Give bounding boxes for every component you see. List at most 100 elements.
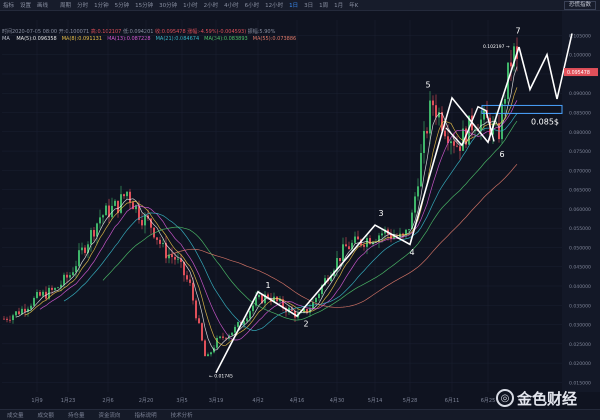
candle-body — [153, 227, 155, 238]
jinse-logo: ◎ 金色财经 — [496, 386, 592, 410]
candle-body — [411, 212, 413, 229]
candle-body — [192, 282, 194, 301]
candle-body — [447, 136, 449, 144]
info-close: 收:0.095478 — [155, 29, 186, 35]
candle-body — [405, 229, 407, 236]
candle-body — [420, 152, 422, 187]
toolbar-item-11[interactable]: 4小时 — [224, 3, 239, 9]
candle-body — [75, 266, 77, 273]
candle-body — [111, 205, 113, 218]
chart-toolbar: 指标 设置 画线 周期 分时 1分钟 5分钟 15分钟 30分钟 1小时 2小时 4小时 6小时 12小时… — [0, 0, 600, 11]
candle-body — [300, 312, 302, 314]
candle-body — [90, 230, 92, 245]
toolbar-item-15[interactable]: 3日 — [304, 3, 314, 9]
wave-number-1: 1 — [265, 281, 270, 290]
candle-body — [6, 318, 8, 320]
toolbar-item-2[interactable]: 画线 — [37, 3, 49, 9]
info-low: 低:0.094201 — [122, 29, 154, 35]
candle-body — [339, 257, 341, 262]
candle-body — [252, 305, 254, 312]
jinse-logo-icon: ◎ — [496, 389, 514, 407]
candle-body — [141, 220, 143, 226]
candle-body — [219, 336, 221, 338]
candle-body — [453, 141, 455, 146]
ma-value-5: MA(55):0.073886 — [252, 36, 297, 42]
candle-body — [114, 200, 116, 206]
ma-line-5 — [15, 66, 518, 351]
toolbar-item-6[interactable]: 5分钟 — [114, 3, 130, 9]
toolbar-item-13[interactable]: 12小时 — [265, 3, 284, 9]
candle-body — [483, 110, 485, 120]
y-tick-label: 0.015000 — [569, 380, 591, 386]
candle-body — [249, 311, 251, 319]
last-price-tag — [564, 68, 598, 77]
ma-value-2: MA(13):0.087228 — [107, 36, 151, 42]
logo-text: 金色财经 — [517, 389, 578, 408]
candle-body — [129, 191, 131, 203]
indicator-tab-0[interactable]: 成交量 — [7, 413, 24, 419]
toolbar-item-17[interactable]: 1月 — [334, 3, 344, 9]
candle-body — [459, 146, 461, 151]
candle-body — [132, 202, 134, 210]
candle-body — [456, 145, 458, 147]
low-price-label: ← 0.01745 — [209, 374, 233, 380]
toolbar-item-3[interactable]: 周期 — [60, 3, 72, 9]
toolbar-item-10[interactable]: 2小时 — [203, 3, 219, 9]
info-high: 高:0.102107 — [90, 29, 122, 35]
candle-body — [93, 230, 95, 237]
toolbar-item-1[interactable]: 设置 — [20, 3, 32, 9]
candle-body — [354, 236, 356, 243]
candle-body — [441, 112, 443, 131]
wave-number-4: 4 — [409, 248, 414, 257]
candle-body — [126, 191, 128, 197]
indicator-tab-5[interactable]: 技术分析 — [170, 413, 193, 419]
toolbar-item-8[interactable]: 30分钟 — [159, 3, 178, 9]
candle-body — [234, 326, 236, 333]
sentiment-dropdown[interactable]: 恐慌指数 — [563, 0, 596, 10]
candle-body — [279, 299, 281, 302]
y-tick-label: 0.075000 — [569, 149, 591, 155]
elliott-wave-path — [215, 46, 520, 374]
toolbar-item-0[interactable]: 指标 — [3, 3, 15, 9]
candle-body — [414, 196, 416, 213]
x-tick-label: 2月20 — [139, 398, 154, 404]
toolbar-item-9[interactable]: 1小时 — [183, 3, 198, 9]
indicator-tab-2[interactable]: 持仓量 — [68, 413, 85, 419]
candle-body — [222, 336, 224, 338]
candle-body — [423, 130, 425, 153]
candle-body — [417, 186, 419, 197]
candle-body — [285, 308, 287, 313]
toolbar-item-5[interactable]: 1分钟 — [94, 3, 109, 9]
indicator-tab-4[interactable]: 指标说明 — [134, 413, 157, 419]
candle-body — [51, 287, 53, 290]
high-price-value: 0.102197 — [483, 44, 505, 50]
toolbar-item-4[interactable]: 分时 — [77, 3, 89, 9]
toolbar-item-12[interactable]: 6小时 — [244, 3, 260, 9]
indicator-tab-3[interactable]: 资金流向 — [98, 413, 121, 419]
ma-line-55 — [165, 163, 518, 308]
toolbar-item-18[interactable]: 年K — [349, 3, 359, 9]
y-tick-label: 0.040000 — [569, 284, 591, 290]
candle-body — [312, 302, 314, 309]
indicator-tab-1[interactable]: 成交额 — [37, 413, 55, 419]
candle-body — [54, 288, 56, 290]
ma-value-1: MA(8):0.091131 — [61, 36, 103, 42]
y-tick-label: 0.105000 — [569, 33, 591, 39]
y-tick-label: 0.035000 — [569, 303, 591, 309]
candle-body — [462, 128, 464, 151]
y-tick-label: 0.055000 — [569, 226, 591, 232]
candle-body — [24, 308, 26, 312]
x-tick-label: 4月2 — [252, 398, 263, 404]
candle-body — [150, 218, 152, 228]
candle-body — [345, 244, 347, 247]
candle-body — [393, 236, 395, 239]
toolbar-item-7[interactable]: 15分钟 — [135, 3, 154, 9]
candle-body — [144, 215, 146, 226]
ma-line-34 — [102, 120, 518, 321]
toolbar-item-14[interactable]: 1日 — [289, 3, 299, 9]
toolbar-item-16[interactable]: 1周 — [319, 3, 329, 9]
ma-value-4: MA(34):0.083893 — [204, 36, 248, 42]
candle-body — [432, 100, 434, 106]
x-tick-label: 5月28 — [403, 398, 418, 404]
